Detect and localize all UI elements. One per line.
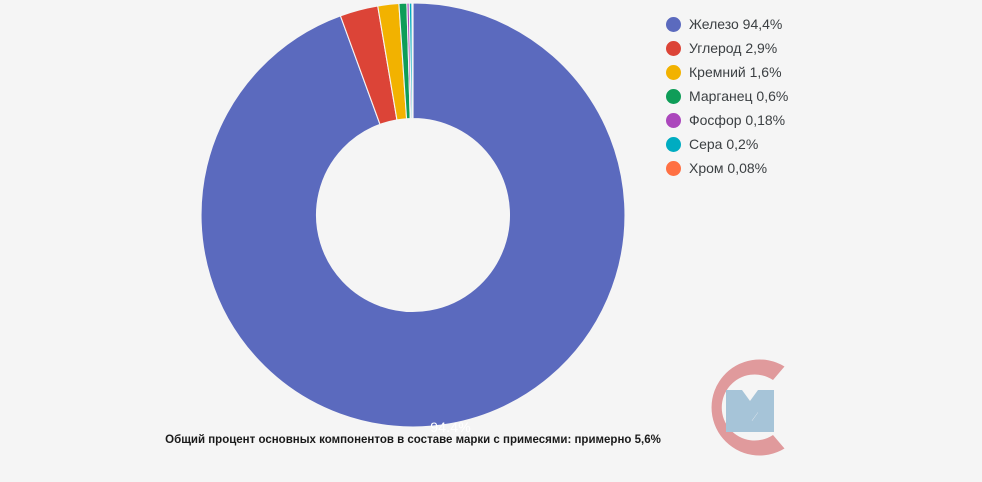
donut-svg [200,2,626,428]
legend-item[interactable]: Углерод 2,9% [666,36,966,60]
donut-slice[interactable] [200,2,626,428]
legend-item[interactable]: Кремний 1,6% [666,60,966,84]
legend-dot-icon [666,64,681,80]
legend-dot-icon [666,112,681,128]
legend-dot-icon [666,40,681,56]
donut-slice[interactable] [411,2,414,120]
donut-plot-area: 94.4% [200,2,626,435]
legend-item-label: Марганец 0,6% [689,88,789,104]
watermark-letter-m-shape [726,390,774,432]
legend-item[interactable]: Хром 0,08% [666,156,966,180]
legend-item-label: Фосфор 0,18% [689,112,786,128]
donut-slice-group [200,2,626,428]
legend-item-label: Кремний 1,6% [689,64,782,80]
chart-caption: Общий процент основных компонентов в сос… [165,434,661,446]
legend-item[interactable]: Сера 0,2% [666,132,966,156]
chart-legend: Железо 94,4% Углерод 2,9% Кремний 1,6% Марг… [666,12,966,180]
legend-item-label: Железо 94,4% [689,16,783,32]
legend-item-label: Хром 0,08% [689,160,768,176]
legend-item[interactable]: Железо 94,4% [666,12,966,36]
legend-item[interactable]: Фосфор 0,18% [666,108,966,132]
company-logo-watermark-icon [711,359,785,456]
legend-dot-icon [666,88,681,104]
legend-item-label: Сера 0,2% [689,136,759,152]
legend-dot-icon [666,160,681,176]
legend-dot-icon [666,16,681,32]
donut-data-label-iron: 94.4% [430,418,471,435]
legend-dot-icon [666,136,681,152]
legend-item-label: Углерод 2,9% [689,40,778,56]
legend-item[interactable]: Марганец 0,6% [666,84,966,108]
